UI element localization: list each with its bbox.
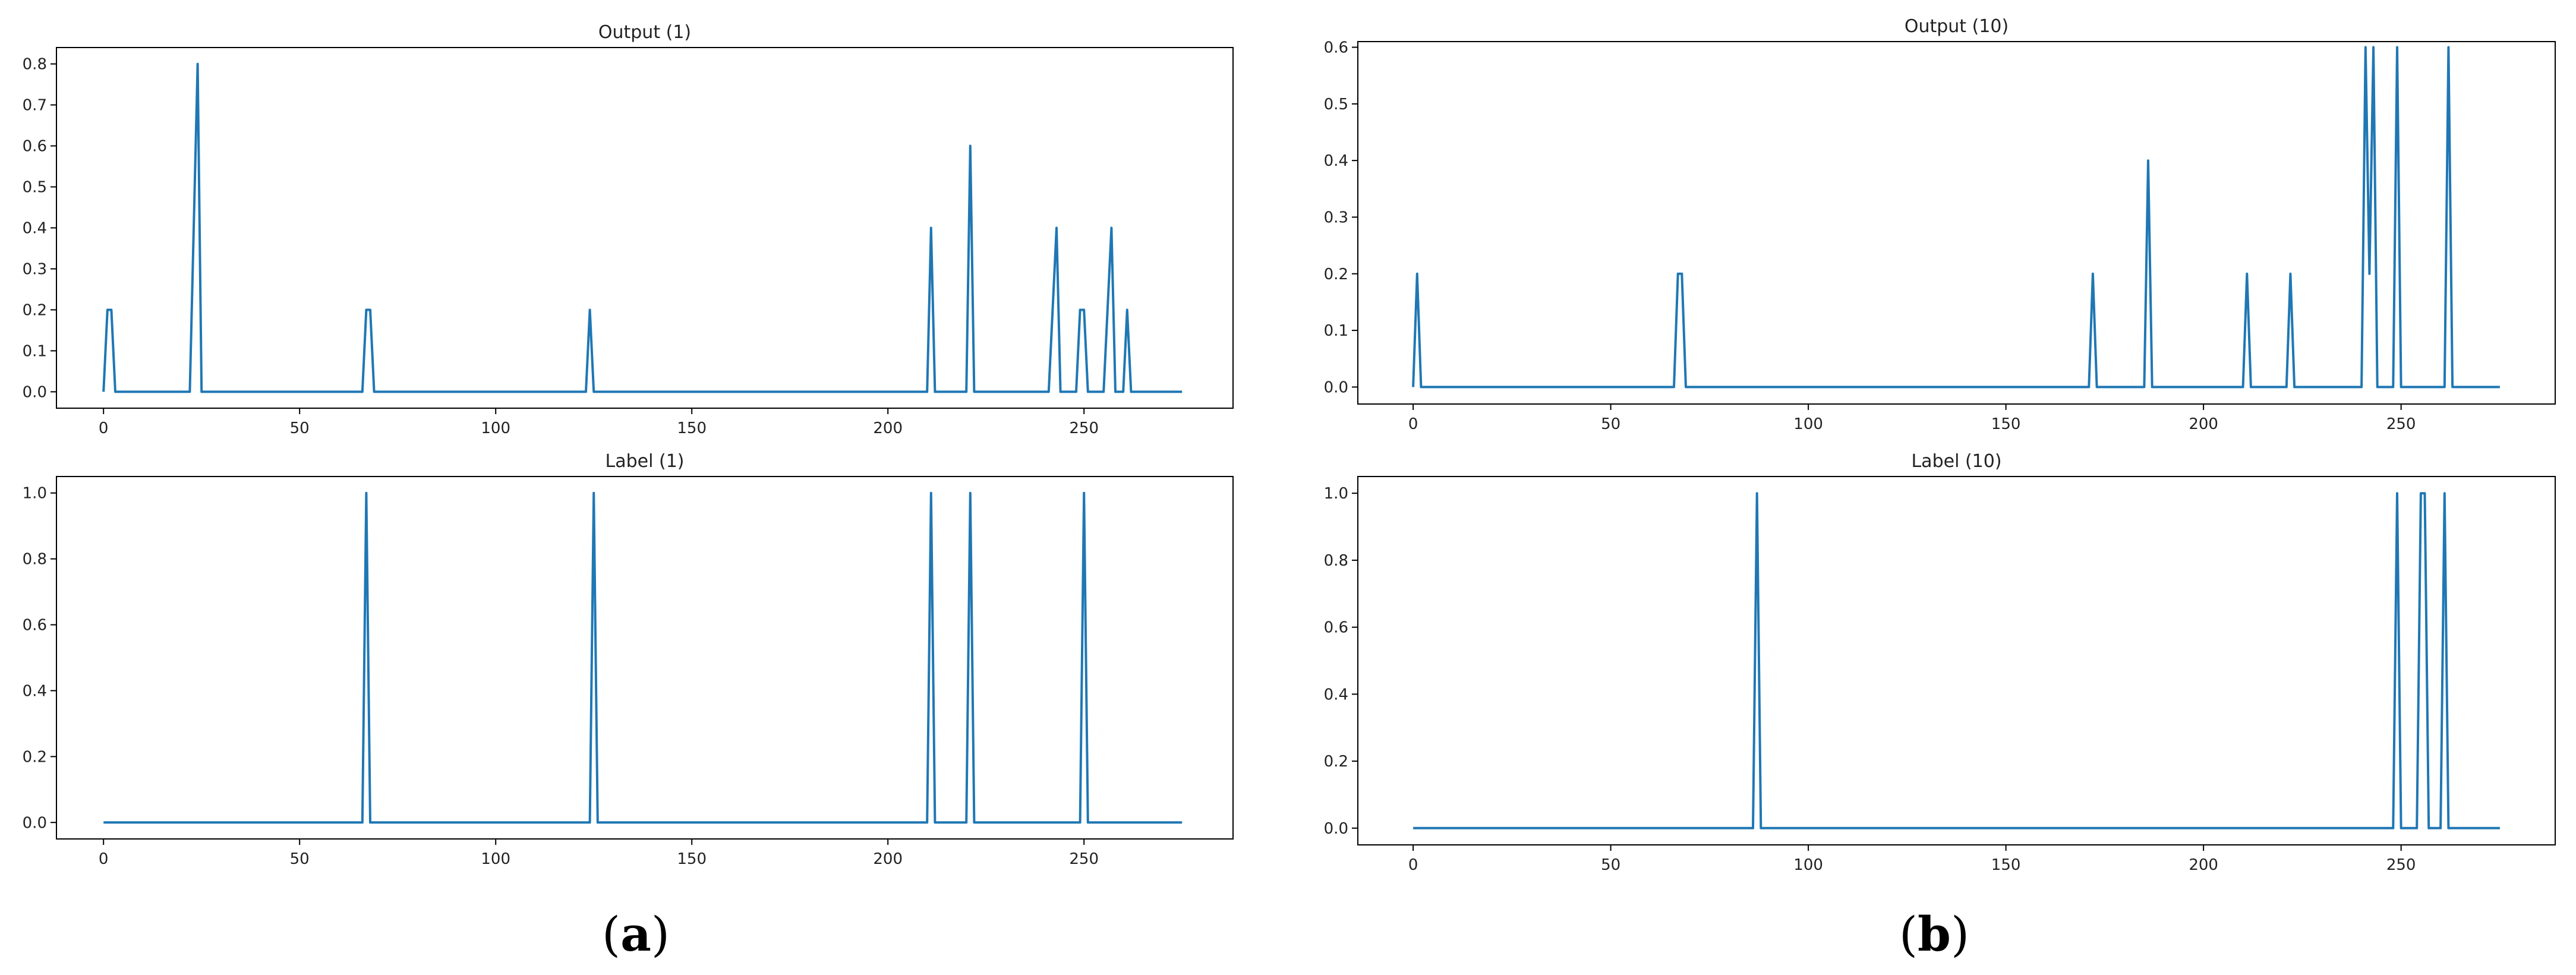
x-tick-label: 50 xyxy=(290,419,310,437)
y-tick-label: 0.0 xyxy=(23,383,47,401)
x-tick-label: 200 xyxy=(873,419,903,437)
x-tick-label: 200 xyxy=(873,850,903,868)
y-tick-label: 0.0 xyxy=(1324,378,1348,396)
series-line xyxy=(103,491,1183,824)
x-tick-label: 0 xyxy=(1408,856,1418,874)
y-tick-label: 0.8 xyxy=(1324,552,1348,570)
x-tick-label: 50 xyxy=(1601,415,1620,433)
y-tick-label: 0.6 xyxy=(23,138,47,156)
x-tick-label: 250 xyxy=(1069,850,1099,868)
x-tick-label: 200 xyxy=(2189,415,2218,433)
y-tick-label: 0.6 xyxy=(1324,619,1348,637)
x-tick-label: 100 xyxy=(481,419,510,437)
y-tick-label: 0.2 xyxy=(1324,753,1348,771)
axes-frame xyxy=(1357,476,2556,845)
chart-title: Output (10) xyxy=(1905,16,2009,37)
axes-frame xyxy=(56,476,1234,840)
subplot-label-1: Label (1) 0 50 100 150 200 250 0.0 0.2 0.4 0.6 0.8 1… xyxy=(23,451,1234,868)
chart-title: Output (1) xyxy=(598,22,691,43)
y-tick-label: 0.4 xyxy=(23,682,47,700)
chart-title: Label (1) xyxy=(606,451,685,472)
series-line xyxy=(102,62,1183,393)
y-tick-label: 0.5 xyxy=(23,179,47,197)
y-tick-label: 0.1 xyxy=(23,342,47,360)
y-tick-label: 1.0 xyxy=(1324,485,1348,503)
y-tick-label: 0.2 xyxy=(23,748,47,766)
x-tick-label: 150 xyxy=(1991,415,2021,433)
y-tick-label: 0.0 xyxy=(23,814,47,832)
axes-frame xyxy=(1357,41,2556,405)
x-tick-label: 150 xyxy=(677,850,707,868)
x-tick-label: 250 xyxy=(1069,419,1099,437)
subplot-label-10: Label (10) 0 50 100 150 200 250 0.0 0.2 0.4 0.6 0.8… xyxy=(1324,451,2556,874)
panel-label-a: (a) xyxy=(602,906,670,962)
y-tick-label: 0.4 xyxy=(1324,686,1348,703)
panel-label-b: (b) xyxy=(1899,906,1969,962)
x-tick-label: 50 xyxy=(290,850,310,868)
y-tick-label: 0.4 xyxy=(23,220,47,238)
x-tick-label: 0 xyxy=(1408,415,1418,433)
y-tick-label: 0.7 xyxy=(23,97,47,115)
x-tick-label: 150 xyxy=(677,419,707,437)
y-tick-label: 0.2 xyxy=(23,301,47,319)
y-tick-label: 1.0 xyxy=(23,485,47,503)
y-tick-label: 0.6 xyxy=(23,617,47,635)
x-tick-label: 0 xyxy=(99,419,109,437)
y-tick-label: 0.3 xyxy=(1324,209,1348,226)
subplot-output-1: Output (1) 0 50 100 150 200 250 0.0 0.1 0.2 0.3 0.4… xyxy=(23,22,1234,437)
x-tick-label: 200 xyxy=(2189,856,2218,874)
x-tick-label: 100 xyxy=(1793,415,1823,433)
x-tick-label: 100 xyxy=(1793,856,1823,874)
y-tick-label: 0.8 xyxy=(23,551,47,569)
y-tick-label: 0.6 xyxy=(1324,39,1348,57)
x-tick-label: 150 xyxy=(1991,856,2021,874)
y-tick-label: 0.2 xyxy=(1324,266,1348,283)
chart-title: Label (10) xyxy=(1911,451,2001,472)
x-tick-label: 100 xyxy=(481,850,510,868)
x-tick-label: 50 xyxy=(1601,856,1620,874)
y-tick-label: 0.1 xyxy=(1324,322,1348,340)
y-tick-label: 0.3 xyxy=(23,260,47,278)
series-line xyxy=(1412,46,2500,389)
x-tick-label: 250 xyxy=(2386,415,2416,433)
x-tick-label: 0 xyxy=(99,850,109,868)
x-tick-label: 250 xyxy=(2386,856,2416,874)
y-tick-label: 0.0 xyxy=(1324,820,1348,838)
y-tick-label: 0.5 xyxy=(1324,96,1348,113)
series-line xyxy=(1413,492,2500,829)
y-tick-label: 0.4 xyxy=(1324,152,1348,170)
y-tick-label: 0.8 xyxy=(23,56,47,74)
subplot-output-10: Output (10) 0 50 100 150 200 250 0.0 0.1 0.2 0.3 0.… xyxy=(1324,16,2556,433)
